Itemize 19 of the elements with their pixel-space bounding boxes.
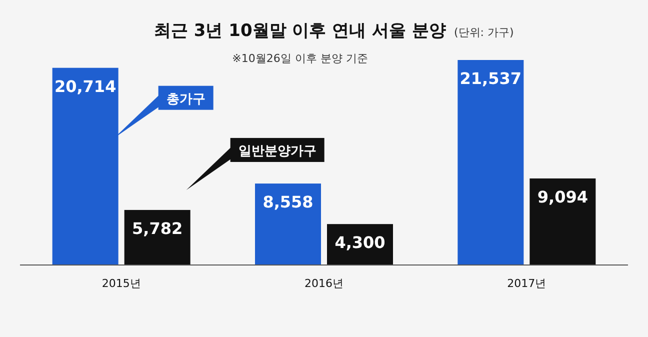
data-label: 4,300 <box>334 233 386 252</box>
bar <box>52 68 118 265</box>
data-label: 21,537 <box>460 69 522 88</box>
bar <box>458 60 524 265</box>
data-label: 20,714 <box>54 76 116 96</box>
bar <box>124 210 190 265</box>
text: 총가구 <box>166 92 206 107</box>
x-tick-label: 2017년 <box>507 277 546 290</box>
data-label: 8,558 <box>262 192 314 212</box>
x-tick-label: 2015년 <box>102 277 141 290</box>
bar <box>255 184 321 265</box>
chart-title: 최근 3년 10월말 이후 연내 서울 분양 <box>154 21 446 41</box>
data-label: 9,094 <box>537 187 588 206</box>
bar <box>530 178 596 265</box>
chart-subtitle: ※10월26일 이후 분양 기준 <box>232 52 368 65</box>
text: 일반분양가구 <box>238 144 316 159</box>
data-label: 5,782 <box>132 218 183 238</box>
x-tick-label: 2016년 <box>304 277 344 290</box>
text: (단위: 가구) <box>454 26 514 39</box>
